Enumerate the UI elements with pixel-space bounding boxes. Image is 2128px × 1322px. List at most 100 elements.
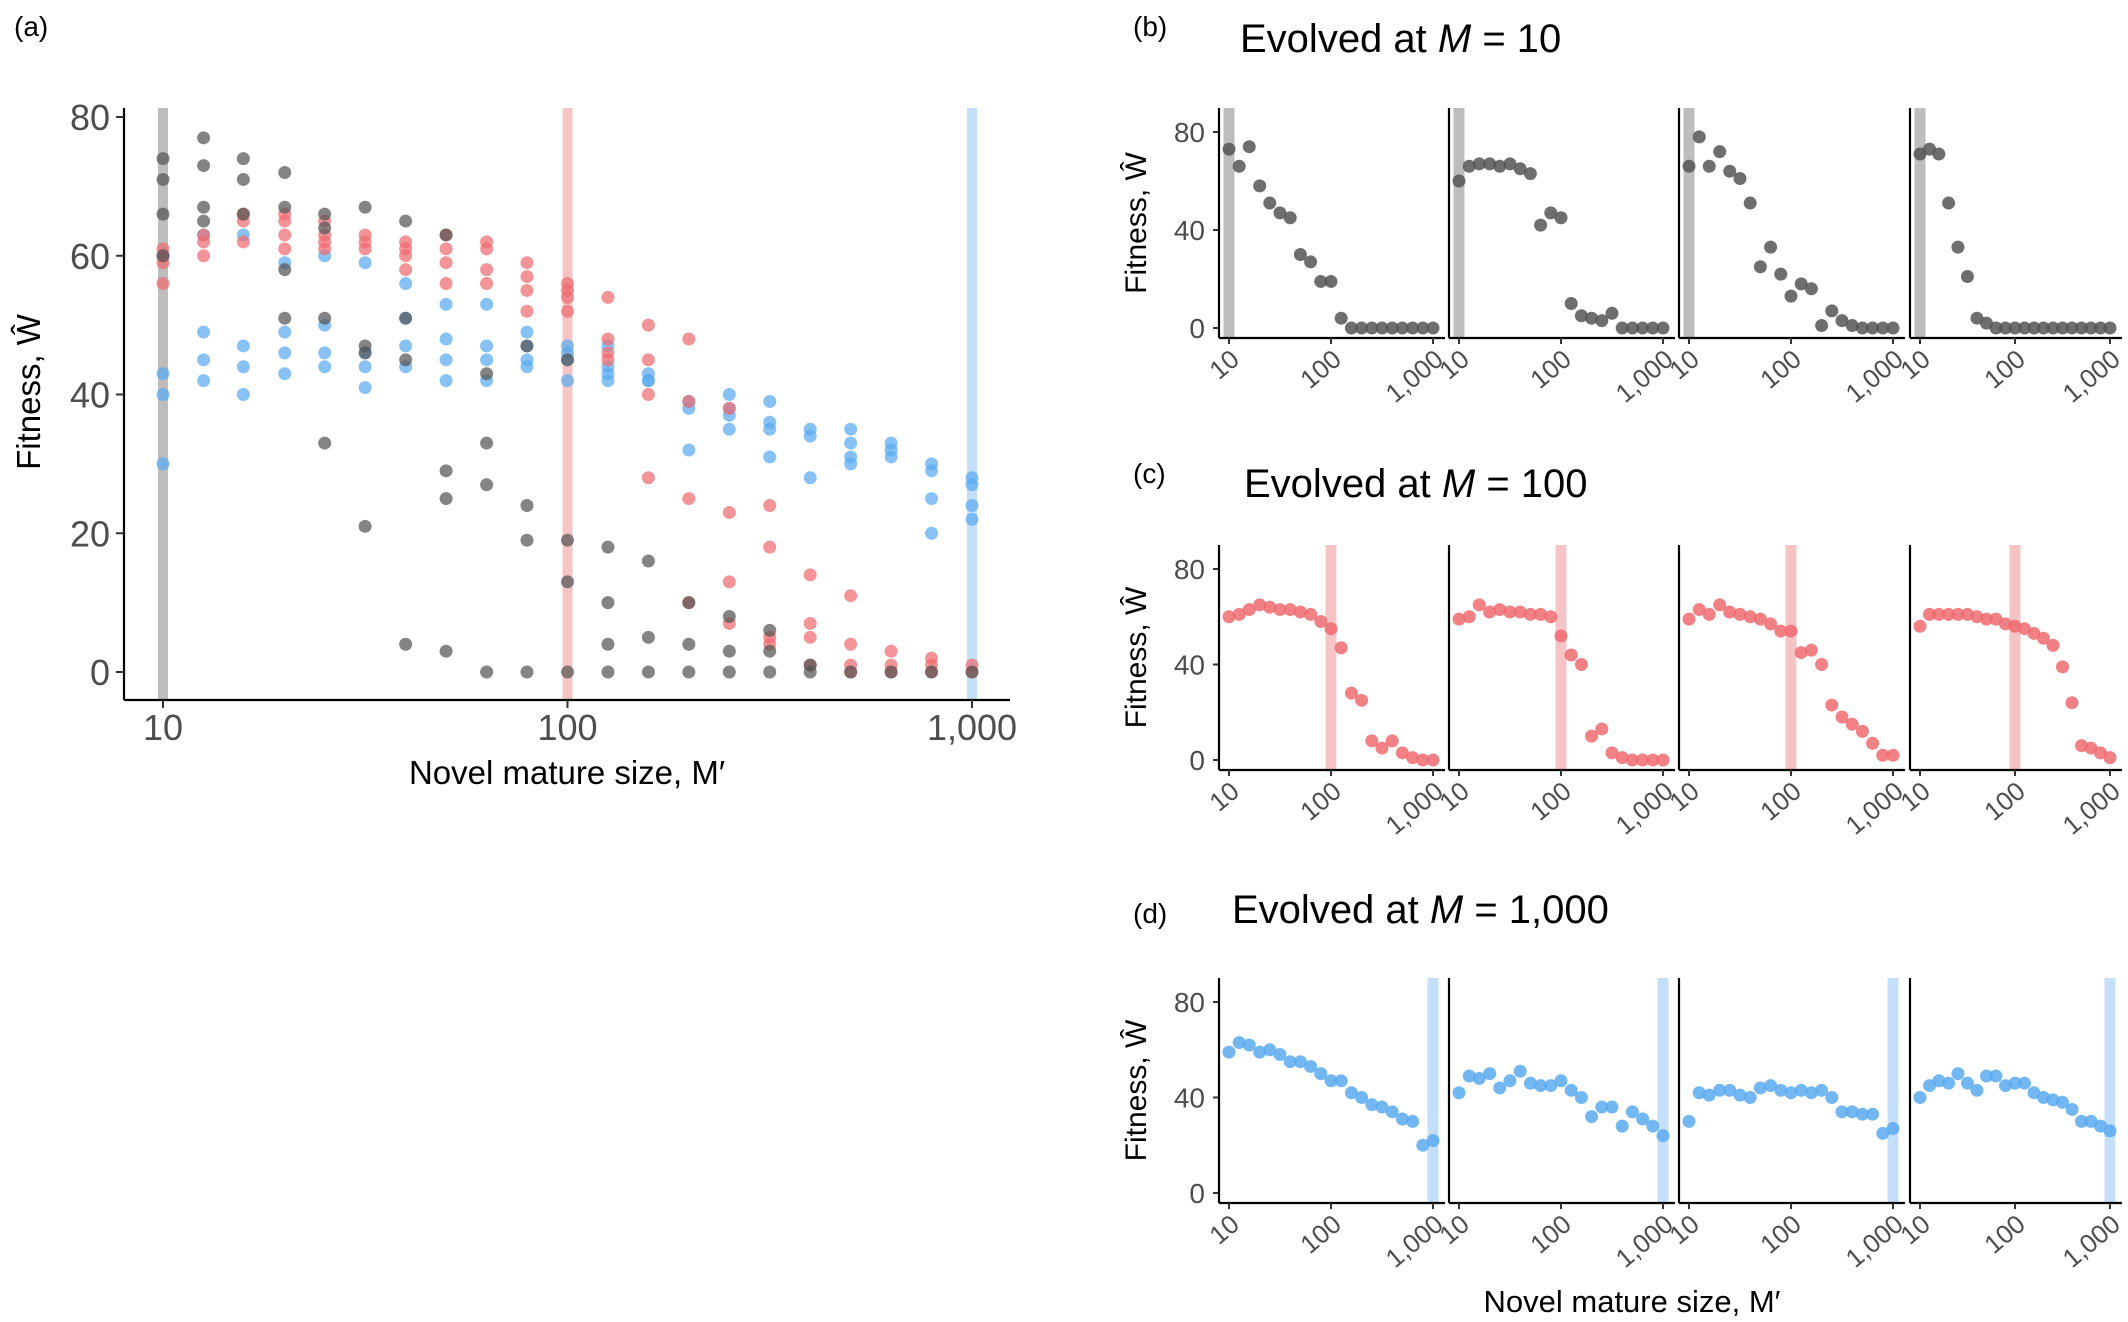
data-point [2084, 321, 2098, 335]
x-tick-label: 10 [1894, 344, 1935, 386]
data-point [1804, 643, 1818, 657]
data-point [1263, 600, 1277, 614]
data-point [236, 235, 250, 249]
data-point [1554, 1074, 1568, 1088]
data-point [197, 353, 211, 367]
data-point [1855, 724, 1869, 738]
data-point [1242, 1038, 1256, 1052]
x-tick-label: 100 [1294, 1209, 1347, 1260]
data-point [1876, 748, 1890, 762]
data-point [1713, 598, 1727, 612]
x-tick-label: 10 [1433, 344, 1474, 386]
data-point [1835, 710, 1849, 724]
data-point [1273, 1048, 1287, 1062]
data-point [439, 353, 453, 367]
data-point [1942, 607, 1956, 621]
data-point [1876, 321, 1890, 335]
data-point [1375, 321, 1389, 335]
x-tick-label: 100 [1978, 344, 2031, 395]
data-point [1334, 311, 1348, 325]
data-point [1483, 605, 1497, 619]
data-point [722, 388, 736, 401]
data-point [1743, 196, 1757, 210]
data-point [722, 644, 736, 658]
data-point [803, 665, 817, 679]
data-point [601, 332, 615, 346]
data-point [1242, 140, 1256, 154]
data-point [561, 353, 574, 367]
reference-band [1887, 978, 1899, 1203]
data-point [1253, 598, 1267, 612]
data-point [1232, 607, 1246, 621]
title-prefix: Evolved at [1240, 17, 1438, 61]
data-point [1406, 1114, 1420, 1128]
subpanel-c-2: 10 100 1,000 [1433, 545, 1679, 840]
data-point [1784, 1086, 1798, 1100]
x-tick-label: 100 [1754, 1209, 1807, 1260]
data-point [439, 297, 453, 311]
x-tick-label: 1,000 [1840, 344, 1909, 409]
data-point [1866, 321, 1880, 335]
reference-band [1657, 978, 1669, 1203]
data-point [1426, 1133, 1440, 1147]
title-suffix: = 1,000 [1463, 888, 1609, 932]
data-point [1253, 179, 1267, 193]
data-point [641, 318, 655, 332]
data-point [1483, 157, 1497, 171]
data-point [763, 422, 777, 436]
data-point [1794, 277, 1808, 291]
data-point [1263, 196, 1277, 210]
data-point [1636, 1112, 1650, 1126]
data-point [1564, 1083, 1578, 1097]
reference-band [1325, 545, 1337, 770]
data-point [803, 630, 817, 644]
data-point [2055, 660, 2069, 674]
data-point [1273, 206, 1287, 220]
data-point [1753, 1081, 1767, 1095]
data-point [1855, 321, 1869, 335]
data-point [1416, 753, 1430, 767]
data-point [1723, 164, 1737, 178]
data-point [682, 394, 696, 408]
data-point [399, 263, 413, 277]
data-point [1753, 260, 1767, 274]
y-axis-label: Fitness, Ŵ [1120, 1019, 1153, 1161]
subpanel-b-1: 10 100 1,000 [1203, 108, 1449, 408]
data-point [439, 256, 453, 270]
data-point [1385, 1105, 1399, 1119]
data-point [1713, 145, 1727, 159]
data-point [1324, 1074, 1338, 1088]
reference-band [1914, 108, 1926, 338]
data-point [520, 270, 534, 284]
data-point [439, 332, 453, 346]
title-variable: M [1430, 888, 1464, 932]
subpanel-c-1: 10 100 1,000 [1203, 545, 1449, 840]
data-point [1314, 274, 1328, 288]
data-point [1416, 321, 1430, 335]
data-point [1625, 321, 1639, 335]
x-tick-label: 100 [1978, 1209, 2031, 1260]
data-point [1615, 1119, 1629, 1133]
subpanel-c-3: 10 100 1,000 [1663, 545, 1909, 840]
data-point [1625, 753, 1639, 767]
data-point [1692, 130, 1706, 144]
data-point [439, 644, 453, 658]
data-point [844, 457, 858, 471]
data-point [520, 304, 534, 318]
data-point [1951, 1067, 1965, 1081]
data-point [722, 401, 736, 415]
data-point [1998, 321, 2012, 335]
data-point [1585, 729, 1599, 743]
subpanel-c-4: 10 100 1,000 [1894, 545, 2126, 840]
data-point [1222, 142, 1236, 156]
data-point [1656, 321, 1670, 335]
data-point [2046, 638, 2060, 652]
data-point [1544, 610, 1558, 624]
data-point [1385, 321, 1399, 335]
data-point [561, 575, 574, 589]
data-point [1304, 255, 1318, 269]
data-point [1886, 1122, 1900, 1136]
data-point [278, 311, 292, 325]
data-point [1472, 157, 1486, 171]
data-point [1534, 1079, 1548, 1093]
